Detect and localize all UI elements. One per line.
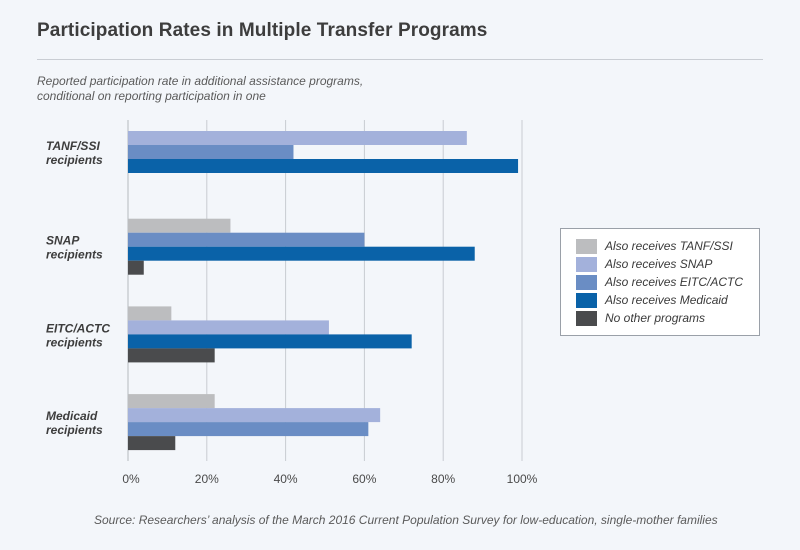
bar-also-receives-snap — [128, 131, 467, 145]
legend-swatch — [576, 292, 597, 308]
x-tick-label: 80% — [431, 472, 455, 486]
bar-also-receives-eitc-actc — [128, 145, 294, 159]
category-label: SNAP — [46, 234, 80, 248]
legend-label: Also receives EITC/ACTC — [605, 275, 744, 289]
legend-item: Also receives EITC/ACTC — [576, 273, 759, 291]
legend-swatch — [576, 238, 597, 254]
bar-also-receives-eitc-actc — [128, 422, 369, 437]
bar-also-receives-tanf-ssi — [128, 218, 231, 233]
legend-item: Also receives SNAP — [576, 255, 759, 273]
legend-label: Also receives Medicaid — [605, 293, 728, 307]
x-tick-label: 20% — [195, 472, 219, 486]
x-tick-label: 60% — [352, 472, 376, 486]
x-tick-label: 0% — [122, 472, 140, 486]
category-label: Medicaid — [46, 409, 98, 423]
legend-item: No other programs — [576, 309, 759, 327]
x-tick-label: 100% — [507, 472, 538, 486]
bar-also-receives-medicaid — [128, 334, 412, 349]
bar-also-receives-tanf-ssi — [128, 394, 215, 409]
bar-also-receives-medicaid — [128, 159, 519, 173]
legend-label: Also receives SNAP — [605, 257, 713, 271]
category-label: recipients — [46, 335, 103, 349]
bar-no-other-programs — [128, 260, 144, 275]
legend-swatch — [576, 274, 597, 290]
legend-swatch — [576, 310, 597, 326]
category-label: EITC/ACTC — [46, 321, 110, 335]
chart-legend: Also receives TANF/SSI Also receives SNAP… — [560, 228, 760, 336]
category-label: recipients — [46, 423, 103, 437]
source-note: Source: Researchers’ analysis of the Mar… — [94, 513, 718, 527]
x-tick-label: 40% — [274, 472, 298, 486]
title-divider — [37, 59, 763, 60]
bar-also-receives-eitc-actc — [128, 232, 365, 247]
bar-no-other-programs — [128, 348, 215, 363]
bar-also-receives-tanf-ssi — [128, 306, 172, 321]
legend-swatch — [576, 256, 597, 272]
category-label: TANF/SSI — [46, 139, 100, 153]
chart-title: Participation Rates in Multiple Transfer… — [37, 20, 488, 41]
bar-also-receives-snap — [128, 320, 329, 335]
bar-also-receives-snap — [128, 408, 381, 423]
bar-no-other-programs — [128, 436, 176, 451]
bar-also-receives-medicaid — [128, 246, 475, 261]
category-label: recipients — [46, 248, 103, 262]
legend-item: Also receives TANF/SSI — [576, 237, 759, 255]
legend-label: Also receives TANF/SSI — [605, 239, 733, 253]
category-label: recipients — [46, 153, 103, 167]
chart-subtitle: Reported participation rate in additiona… — [37, 74, 364, 103]
legend-label: No other programs — [605, 311, 706, 325]
legend-item: Also receives Medicaid — [576, 291, 759, 309]
